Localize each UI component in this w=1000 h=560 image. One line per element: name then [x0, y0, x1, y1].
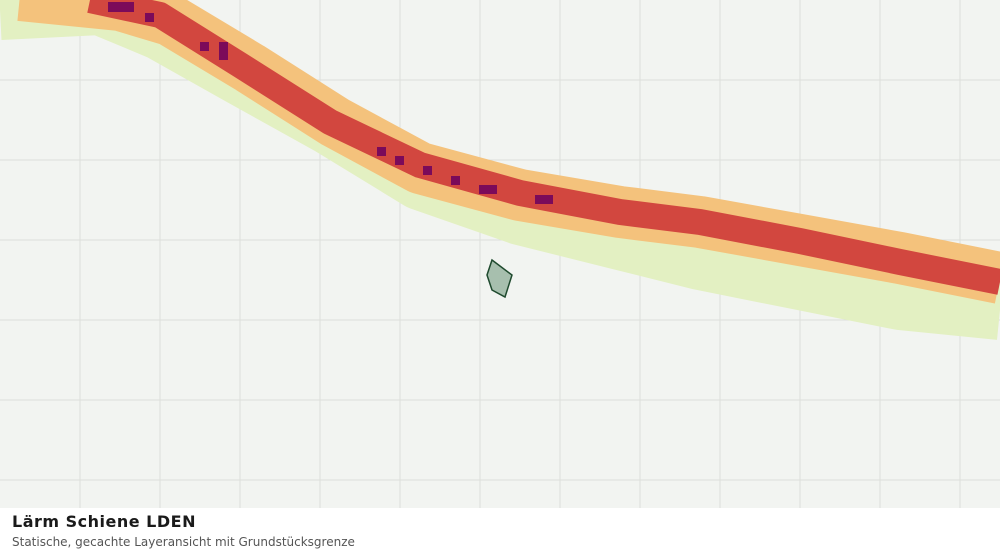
caption: Lärm Schiene LDEN Statische, gecachte La… [12, 512, 355, 549]
map-subtitle: Statische, gecachte Layeransicht mit Gru… [12, 535, 355, 549]
noise-layer [0, 0, 1000, 340]
map-view [0, 0, 1000, 508]
noise-zone-peak [108, 2, 553, 204]
map-title: Lärm Schiene LDEN [12, 512, 196, 531]
noise-zone-high [87, 0, 1000, 295]
parcel-boundary [486, 258, 513, 299]
